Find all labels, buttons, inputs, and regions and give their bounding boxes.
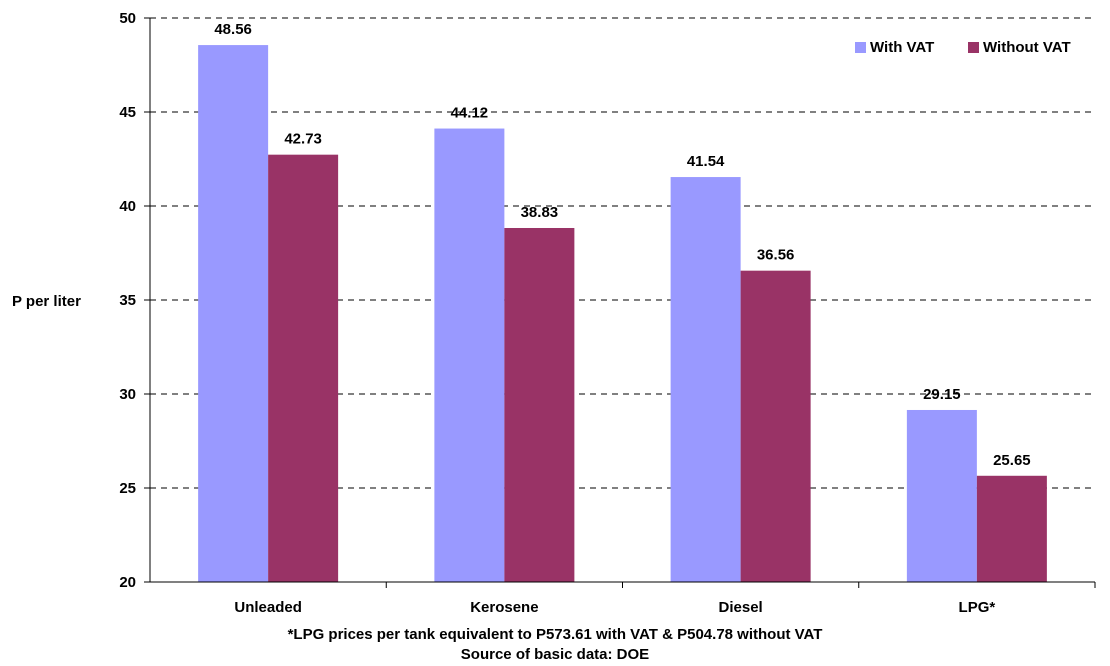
y-tick-label: 20 <box>119 574 136 591</box>
y-tick-label: 45 <box>119 104 136 121</box>
bar <box>268 154 339 582</box>
bar <box>670 177 741 582</box>
data-label: 36.56 <box>757 247 795 264</box>
bar <box>434 128 505 582</box>
data-label: 38.83 <box>521 204 559 221</box>
data-label: 44.12 <box>451 105 489 122</box>
source-note: Source of basic data: DOE <box>460 646 650 663</box>
y-tick-label: 50 <box>119 10 136 27</box>
data-label: 29.15 <box>923 386 961 403</box>
x-tick-label: Diesel <box>719 599 763 616</box>
x-tick-label: LPG* <box>959 599 996 616</box>
axes <box>144 17 1096 588</box>
bar <box>740 270 811 582</box>
legend: With VAT Without VAT <box>855 39 1071 56</box>
footnote: *LPG prices per tank equivalent to P573.… <box>287 626 823 643</box>
data-label: 41.54 <box>687 153 725 170</box>
legend-label: With VAT <box>870 39 934 56</box>
legend-label: Without VAT <box>983 39 1071 56</box>
labels: 20 25 30 35 40 45 50 48.56 42.73 Unleaded 44.12 38.… <box>119 10 1030 616</box>
legend-swatch <box>968 42 979 53</box>
bar <box>906 409 977 582</box>
y-tick-label: 25 <box>119 480 136 497</box>
x-tick-label: Kerosene <box>470 599 538 616</box>
y-axis-title: P per liter <box>12 293 81 310</box>
y-tick-label: 35 <box>119 292 136 309</box>
y-tick-label: 30 <box>119 386 136 403</box>
x-tick-label: Unleaded <box>234 599 302 616</box>
data-label: 25.65 <box>993 452 1031 469</box>
legend-swatch <box>855 42 866 53</box>
bars <box>198 45 1047 582</box>
bar <box>976 475 1047 582</box>
data-label: 42.73 <box>284 131 322 148</box>
y-tick-label: 40 <box>119 198 136 215</box>
data-label: 48.56 <box>214 21 252 38</box>
bar <box>198 45 269 582</box>
bar <box>504 227 575 582</box>
